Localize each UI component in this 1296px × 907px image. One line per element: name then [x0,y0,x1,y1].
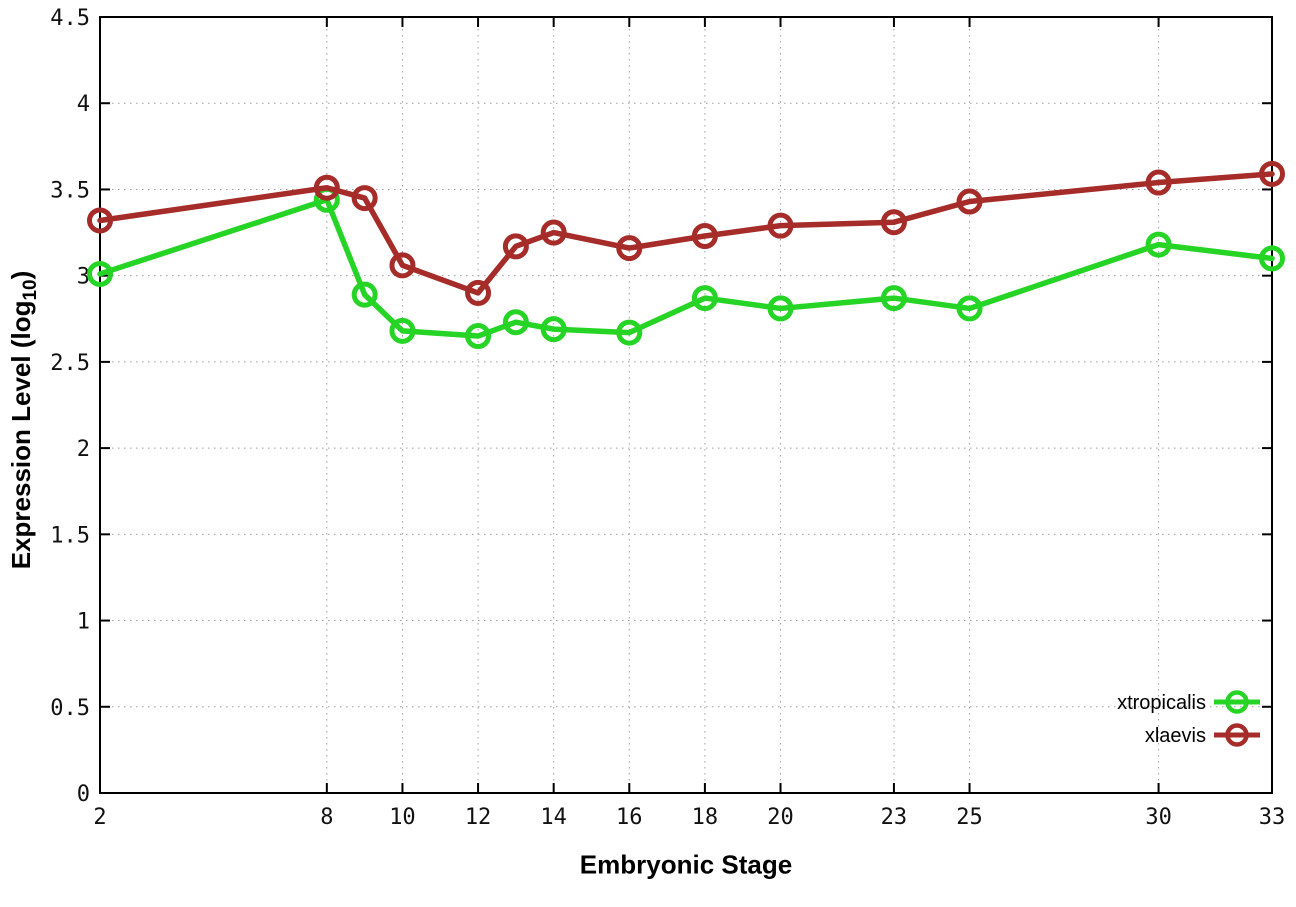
data-point-xtropicalis-stage-25 [956,295,983,322]
data-point-xlaevis-stage-20 [767,212,794,239]
data-point-xtropicalis-stage-14 [540,316,567,343]
data-point-xlaevis-stage-30 [1145,169,1172,196]
x-tick-label: 14 [540,805,567,830]
data-point-xtropicalis-stage-12 [465,323,492,350]
y-axis-title-subscript: 10 [20,279,42,301]
data-point-xlaevis-stage-18 [691,223,718,250]
data-point-xlaevis-stage-23 [880,209,907,236]
data-point-xtropicalis-stage-13 [502,309,529,336]
data-point-xlaevis-stage-33 [1259,160,1285,187]
y-tick-label: 3.5 [50,178,90,203]
legend-label-xlaevis: xlaevis [1145,725,1206,747]
y-axis-title-text: Expression Level (log [5,300,36,570]
y-tick-label: 2.5 [50,351,90,376]
data-point-xlaevis-stage-12 [465,279,492,306]
x-tick-label: 30 [1145,805,1172,830]
x-tick-label: 12 [465,805,492,830]
y-tick-label: 1.5 [50,523,90,548]
data-point-xlaevis-stage-8 [313,174,340,201]
y-tick-label: 1 [77,610,90,635]
y-tick-label: 3 [77,265,90,290]
x-tick-label: 10 [389,805,416,830]
series-xlaevis [87,160,1285,306]
data-point-xtropicalis-stage-30 [1145,231,1172,258]
tick-labels: 2 8 10 12 14 16 18 20 23 25 30 33 0 0.5 1 1.5 2 2.5 3 3.5 4 4… [50,6,1285,830]
legend-marker-xlaevis [1225,723,1249,747]
data-point-xlaevis-stage-16 [616,235,643,262]
x-tick-label: 18 [692,805,719,830]
data-point-xtropicalis-stage-33 [1259,245,1285,272]
x-tick-label: 16 [616,805,643,830]
data-point-xlaevis-stage-2 [87,207,113,234]
series-line-xlaevis [97,171,1275,296]
tick-marks [99,16,1273,794]
data-point-xlaevis-stage-10 [389,252,416,279]
x-axis-title: Embryonic Stage [579,849,793,880]
data-point-xtropicalis-stage-18 [691,285,718,312]
y-tick-label: 0.5 [50,696,90,721]
data-point-xtropicalis-stage-10 [389,317,416,344]
series-xtropicalis [87,186,1285,350]
data-point-xtropicalis-stage-16 [616,319,643,346]
x-tick-label: 33 [1259,805,1286,830]
data-point-xlaevis-stage-9 [351,185,378,212]
data-point-xtropicalis-stage-23 [880,285,907,312]
legend-label-xtropicalis: xtropicalis [1117,692,1206,714]
x-tick-label: 25 [956,805,983,830]
y-axis-title: Expression Level (log10) [6,271,42,570]
data-point-xtropicalis-stage-20 [767,295,794,322]
series-line-xtropicalis [97,197,1275,339]
data-point-xlaevis-stage-13 [502,233,529,260]
plot-border [99,16,1273,794]
gridlines [100,17,1272,793]
y-axis-title-suffix: ) [5,270,36,280]
y-tick-label: 4 [77,92,90,117]
y-tick-label: 0 [77,782,90,807]
legend-item-xlaevis: xlaevis [1145,723,1260,747]
x-tick-label: 20 [767,805,794,830]
data-point-xlaevis-stage-25 [956,188,983,215]
data-point-xtropicalis-stage-2 [87,260,113,287]
y-tick-label: 2 [77,437,90,462]
data-point-xtropicalis-stage-9 [351,281,378,308]
legend: xtropicalis xlaevis [1117,690,1260,747]
legend-item-xtropicalis: xtropicalis [1117,690,1260,714]
x-tick-label: 8 [320,805,333,830]
x-tick-label: 23 [881,805,908,830]
y-tick-label: 4.5 [50,6,90,31]
data-point-xlaevis-stage-14 [540,219,567,246]
x-tick-label: 2 [93,805,106,830]
legend-marker-xtropicalis [1225,690,1249,714]
